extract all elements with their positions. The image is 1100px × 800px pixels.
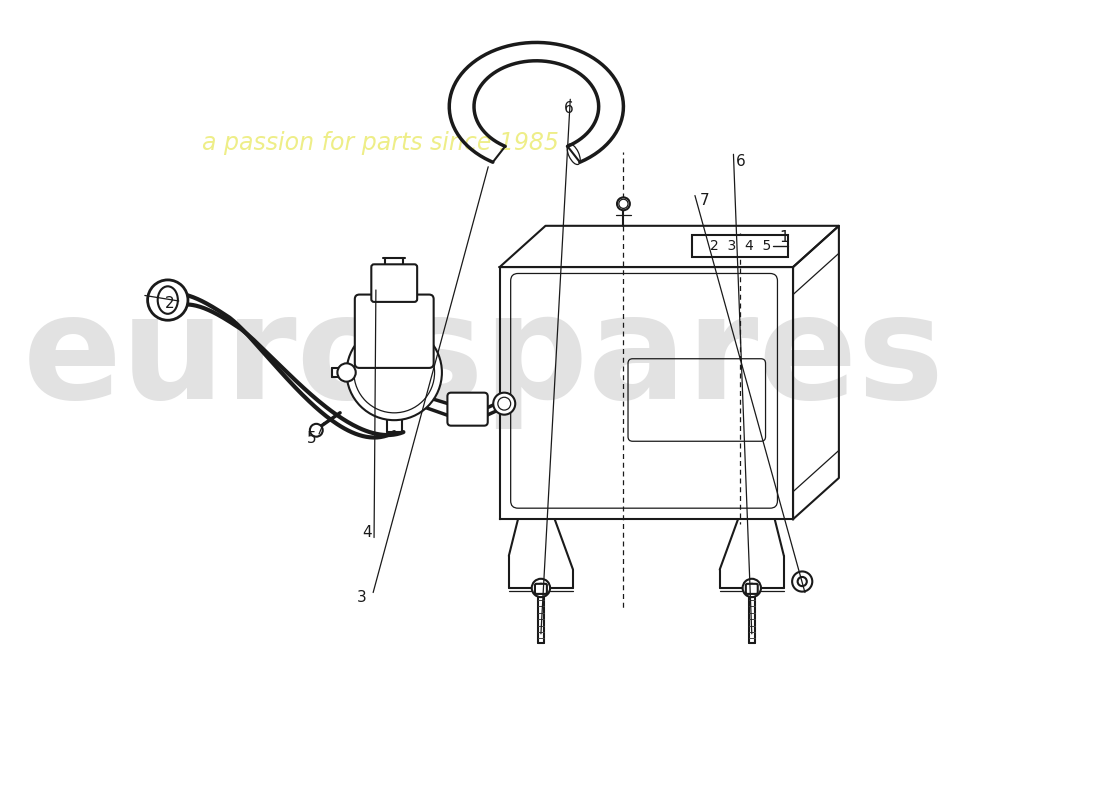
Circle shape — [617, 198, 630, 210]
Text: 5: 5 — [307, 431, 317, 446]
Circle shape — [531, 578, 550, 597]
Text: 3: 3 — [358, 590, 367, 605]
Circle shape — [493, 393, 515, 414]
FancyBboxPatch shape — [448, 393, 487, 426]
Circle shape — [147, 280, 188, 320]
Text: 6: 6 — [736, 154, 746, 169]
FancyBboxPatch shape — [746, 584, 758, 594]
Circle shape — [310, 424, 322, 437]
FancyBboxPatch shape — [692, 235, 789, 257]
Circle shape — [346, 325, 442, 420]
FancyBboxPatch shape — [372, 264, 417, 302]
Text: eurospares: eurospares — [23, 288, 945, 430]
Circle shape — [742, 578, 761, 597]
Text: a passion for parts since 1985: a passion for parts since 1985 — [201, 131, 559, 155]
FancyBboxPatch shape — [355, 294, 433, 368]
Text: 6: 6 — [563, 101, 573, 116]
Text: 7: 7 — [700, 193, 708, 208]
FancyBboxPatch shape — [535, 584, 547, 594]
Circle shape — [338, 363, 355, 382]
Circle shape — [792, 571, 812, 592]
Text: 4: 4 — [362, 526, 372, 541]
Text: 1: 1 — [779, 230, 789, 246]
Text: 2: 2 — [165, 296, 175, 311]
Text: 2  3  4  5: 2 3 4 5 — [710, 239, 771, 253]
